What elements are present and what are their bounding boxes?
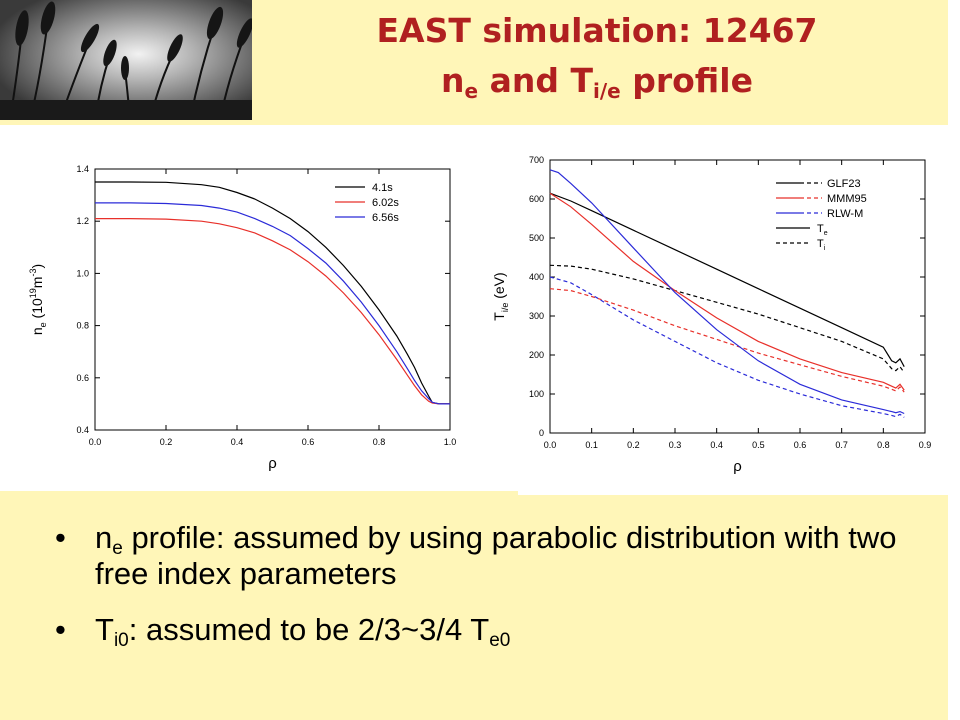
figure-band: 0.0 0.2 0.4 0.6 0.8 1.0 0.4 0.6 0.8 1.0 1.2 1.4 ρ ne … [0, 125, 948, 491]
wheat-photo [0, 0, 252, 120]
plot-frame [94, 168, 451, 431]
bullet-t: T [95, 612, 114, 647]
x-axis-label: ρ [733, 458, 742, 475]
title-t-sub: i/e [593, 79, 621, 103]
y-tick-label: 400 [529, 272, 544, 282]
legend-label: MMM95 [827, 193, 867, 205]
y-tick-label: 200 [529, 350, 544, 360]
y-tick-label: 500 [529, 233, 544, 243]
series-line [549, 192, 905, 367]
legend-label: Te [817, 223, 828, 237]
x-tick-label: 0.4 [710, 440, 723, 450]
y-tick-label: 1.0 [76, 268, 89, 278]
legend-label: RLW-M [827, 208, 863, 220]
y-tick-label: 300 [529, 311, 544, 321]
title-ne-sub: e [464, 79, 479, 103]
x-tick-label: 0.8 [877, 440, 890, 450]
legend-label: Ti [817, 238, 826, 252]
y-tick-label: 100 [529, 389, 544, 399]
x-tick-label: 0.0 [89, 437, 102, 447]
legend-label: 6.02s [372, 197, 399, 209]
bullet-dot: • [55, 612, 66, 647]
series-line [549, 192, 905, 391]
x-tick-label: 0.1 [585, 440, 598, 450]
right-edge-strip [948, 0, 960, 720]
bullet-ne-profile: • ne profile: assumed by using parabolic … [55, 520, 935, 592]
x-tick-label: 0.9 [919, 440, 932, 450]
legend-label: 4.1s [372, 182, 393, 194]
series-line [549, 276, 905, 418]
bullet-ne-sub: e [112, 538, 123, 559]
figure-gap [518, 491, 948, 495]
y-tick-label: 0.4 [76, 425, 89, 435]
title-line-1: EAST simulation: 12467 [376, 11, 818, 50]
bullet-t-text: : assumed to be 2/3~3/4 T [128, 612, 490, 647]
x-tick-label: 0.7 [835, 440, 848, 450]
legend-label: 6.56s [372, 212, 399, 224]
x-tick-label: 0.2 [627, 440, 640, 450]
x-tick-label: 1.0 [444, 437, 457, 447]
y-tick-label: 700 [529, 155, 544, 165]
title-line-2: ne and Ti/e profile [252, 56, 942, 106]
x-tick-label: 0.8 [373, 437, 386, 447]
x-tick-label: 0.2 [160, 437, 173, 447]
y-tick-label: 0 [539, 428, 544, 438]
series-line [95, 202, 450, 405]
x-tick-label: 0.4 [231, 437, 244, 447]
y-tick-label: 1.4 [76, 164, 89, 174]
x-tick-label: 0.6 [794, 440, 807, 450]
x-tick-label: 0.3 [669, 440, 682, 450]
bullet-t-sub: i0 [113, 630, 129, 651]
density-chart: 0.0 0.2 0.4 0.6 0.8 1.0 0.4 0.6 0.8 1.0 1.2 1.4 ρ ne … [28, 164, 457, 472]
title-ne: n [441, 61, 465, 100]
bullet-ne-text: profile: assumed by using parabolic dist… [95, 520, 897, 591]
series-line [549, 264, 905, 373]
x-tick-label: 0.5 [752, 440, 765, 450]
y-tick-label: 600 [529, 194, 544, 204]
series-line [549, 288, 905, 393]
bullet-dot: • [55, 520, 66, 555]
series-line [95, 218, 450, 405]
y-axis-label: Ti/e (eV) [491, 272, 510, 320]
legend-label: GLF23 [827, 178, 861, 190]
slide-title: EAST simulation: 12467 ne and Ti/e profi… [252, 6, 942, 118]
x-tick-label: 0.6 [302, 437, 315, 447]
title-profile: profile [620, 61, 753, 100]
x-tick-label: 0.0 [544, 440, 557, 450]
x-axis-label: ρ [268, 455, 277, 472]
temperature-chart: 0.0 0.1 0.2 0.3 0.4 0.5 0.6 0.7 0.8 0.9 0 100 200 300… [491, 155, 932, 475]
bullet-te0-sub: e0 [489, 630, 511, 651]
y-tick-label: 0.8 [76, 321, 89, 331]
y-tick-label: 1.2 [76, 216, 89, 226]
y-axis-label: ne (1019m-3) [28, 264, 48, 335]
plot-frame [549, 159, 926, 434]
bullet-ne: n [95, 520, 113, 555]
series-line [95, 181, 450, 405]
bullet-ti0: • Ti0: assumed to be 2/3~3/4 Te0 [55, 612, 935, 651]
bullet-list: • ne profile: assumed by using parabolic … [55, 520, 935, 668]
series-line [549, 169, 905, 415]
title-and-t: and T [478, 61, 593, 100]
y-tick-label: 0.6 [76, 373, 89, 383]
